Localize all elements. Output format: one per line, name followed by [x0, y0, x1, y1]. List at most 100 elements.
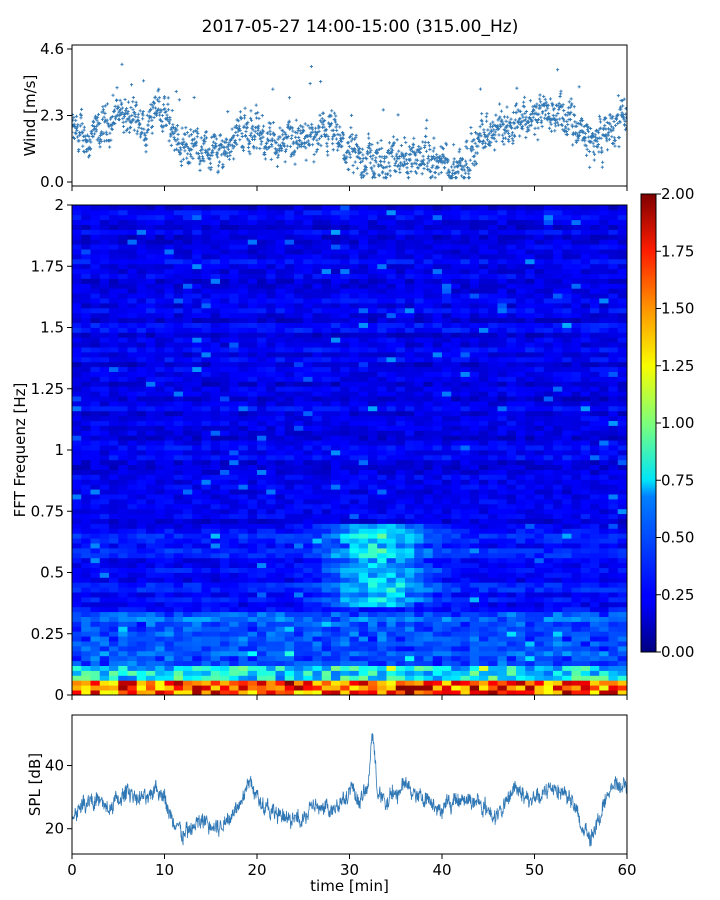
spectrogram-cell: [275, 366, 286, 372]
wind-point: [86, 139, 90, 143]
spectrogram-cell: [312, 582, 323, 588]
spectrogram-cell: [220, 518, 230, 524]
spectrogram-cell: [90, 312, 101, 319]
spectrogram-cell: [173, 606, 184, 613]
spectrogram-cell: [340, 562, 350, 568]
spectrogram-cell: [303, 494, 313, 500]
wind-point: [557, 107, 561, 112]
spectrogram-cell: [109, 356, 119, 363]
spectrogram-cell: [210, 685, 221, 691]
wind-point: [434, 156, 438, 160]
spectrogram-cell: [340, 538, 350, 544]
spectrogram-cell: [312, 322, 323, 328]
wind-point: [152, 115, 156, 120]
spectrogram-cell: [118, 352, 128, 358]
spectrogram-cell: [99, 499, 110, 505]
spectrogram-cell: [81, 401, 91, 407]
spectrogram-cell: [81, 224, 91, 230]
wind-point: [406, 171, 410, 176]
spectrogram-cell: [321, 268, 332, 274]
spectrogram-cell: [201, 660, 212, 666]
spectrogram-cell: [312, 254, 323, 260]
spectrogram-cell: [321, 415, 332, 421]
spectrogram-cell: [201, 621, 212, 627]
spectrogram-cell: [303, 631, 313, 637]
spectrogram-cell: [257, 371, 267, 377]
wind-point: [402, 136, 407, 140]
spectrogram-cell: [118, 263, 128, 270]
spectrogram-cell: [257, 401, 267, 407]
spectrogram-cell: [358, 332, 369, 338]
spectrogram-cell: [155, 646, 165, 652]
spectrogram-cell: [118, 459, 128, 466]
wind-point: [302, 144, 306, 148]
spectrogram-cell: [192, 685, 202, 691]
spectrogram-cell: [238, 430, 249, 436]
spectrogram-cell: [127, 469, 138, 475]
spectrogram-cell: [247, 229, 258, 235]
spectrogram-cell: [266, 474, 276, 480]
wind-point: [543, 116, 547, 120]
wind-point: [509, 117, 513, 121]
spectrogram-cell: [284, 611, 295, 617]
spectrogram-cell: [257, 386, 267, 392]
spectrogram-cell: [90, 597, 101, 603]
spectrogram-cell: [340, 303, 350, 309]
wind-point: [408, 157, 412, 161]
spectrogram-cell: [358, 675, 369, 681]
spectrogram-cell: [220, 337, 230, 343]
spectrogram-cell: [99, 606, 110, 613]
spectrogram-cell: [90, 675, 101, 681]
spectrogram-cell: [99, 361, 110, 368]
wind-point: [248, 152, 252, 156]
spectrogram-cell: [136, 263, 147, 270]
spectrogram-cell: [183, 234, 193, 240]
spectrogram-cell: [72, 474, 82, 480]
spectrogram-cell: [81, 430, 91, 436]
spectrogram-cell: [247, 366, 258, 372]
spectrogram-cell: [257, 459, 267, 466]
spectrogram-cell: [118, 518, 128, 524]
spectrogram-cell: [81, 371, 91, 377]
spectrogram-cell: [331, 229, 341, 235]
spectrogram-cell: [192, 278, 202, 284]
spectrogram-cell: [183, 518, 193, 524]
spectrogram-cell: [90, 371, 101, 377]
spectrogram-cell: [201, 523, 212, 529]
spectrogram-cell: [99, 219, 110, 225]
spectrogram-cell: [118, 401, 128, 407]
spectrogram-cell: [146, 415, 156, 421]
wind-point: [435, 155, 439, 160]
spectrogram-cell: [210, 577, 221, 583]
spectrogram-cell: [238, 263, 249, 270]
spectrogram-cell: [238, 327, 249, 333]
spectrogram-cell: [210, 410, 221, 417]
wind-point: [379, 164, 384, 168]
wind-point: [589, 139, 593, 144]
spectrogram-cell: [155, 469, 165, 475]
wind-point: [538, 106, 542, 110]
spectrogram-cell: [183, 361, 193, 368]
spectrogram-cell: [173, 621, 184, 627]
wind-point: [552, 106, 556, 111]
wind-point: [182, 140, 186, 144]
spectrogram-cell: [229, 641, 239, 647]
spectrogram-cell: [109, 484, 119, 490]
spectrogram-cell: [303, 626, 313, 632]
spectrogram-cell: [192, 479, 202, 485]
spectrogram-cell: [118, 538, 128, 544]
wind-point: [564, 126, 568, 130]
spectrogram-cell: [210, 273, 221, 279]
spectrogram-cell: [173, 356, 184, 363]
spectrogram-cell: [303, 690, 313, 695]
spectrogram-cell: [257, 224, 267, 230]
spectrogram-cell: [275, 562, 286, 568]
wind-point: [125, 106, 129, 111]
spectrogram-cell: [331, 641, 341, 647]
spectrogram-cell: [275, 307, 286, 314]
wind-point: [263, 157, 268, 161]
spectrogram-cell: [210, 533, 221, 539]
wind-point: [278, 126, 282, 130]
spectrogram-cell: [164, 665, 175, 671]
spectrogram-cell: [220, 371, 230, 377]
